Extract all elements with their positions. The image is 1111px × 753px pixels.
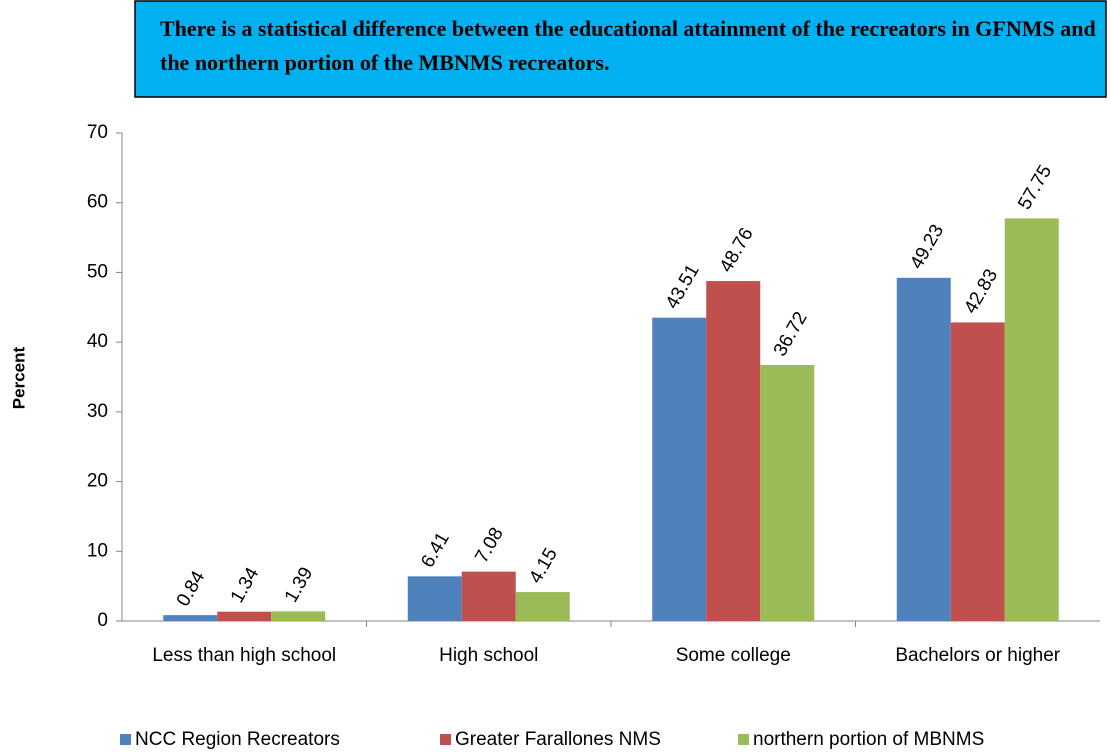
bar xyxy=(706,281,761,621)
legend-label: NCC Region Recreators xyxy=(135,729,340,750)
y-tick-label: 40 xyxy=(87,331,108,352)
annotation: There is a statistical difference betwee… xyxy=(160,16,1096,75)
x-tick-label: Less than high school xyxy=(152,645,336,666)
y-tick-label: 60 xyxy=(87,192,108,213)
data-label: 0.84 xyxy=(173,567,210,610)
y-tick-label: 20 xyxy=(87,471,108,492)
legend-swatch xyxy=(738,734,749,745)
bar xyxy=(217,611,272,621)
y-tick-label: 70 xyxy=(87,122,108,143)
bar xyxy=(652,317,707,621)
legend-swatch xyxy=(120,734,131,745)
bar xyxy=(271,611,326,621)
legend-label: Greater Farallones NMS xyxy=(455,729,661,750)
legend-swatch xyxy=(440,734,451,745)
bar xyxy=(760,365,815,621)
bar xyxy=(950,322,1005,621)
data-label: 57.75 xyxy=(1014,162,1056,214)
data-label: 6.41 xyxy=(417,529,454,572)
y-axis-label: Percent xyxy=(9,346,28,409)
annotation-box xyxy=(134,0,1107,98)
bar xyxy=(896,277,951,621)
data-label: 43.51 xyxy=(662,261,704,313)
legend-label: northern portion of MBNMS xyxy=(753,729,984,750)
y-tick-label: 50 xyxy=(87,261,108,282)
data-label: 4.15 xyxy=(525,545,562,588)
data-label: 36.72 xyxy=(770,308,812,360)
x-tick-label: Some college xyxy=(676,645,791,666)
x-tick-label: Bachelors or higher xyxy=(895,645,1060,666)
data-label: 7.08 xyxy=(471,524,508,567)
bar xyxy=(163,615,218,621)
bar xyxy=(1004,218,1059,621)
y-tick-label: 10 xyxy=(87,540,108,561)
data-label: 49.23 xyxy=(906,221,948,273)
y-tick-label: 0 xyxy=(97,610,108,631)
bar xyxy=(461,571,516,621)
data-label: 42.83 xyxy=(960,266,1002,318)
bar xyxy=(407,576,462,621)
y-tick-label: 30 xyxy=(87,401,108,422)
data-label: 48.76 xyxy=(716,224,758,276)
data-label: 1.34 xyxy=(227,564,264,607)
annotation-wrap: There is a statistical difference betwee… xyxy=(160,16,1096,75)
x-tick-label: High school xyxy=(439,645,538,666)
bar xyxy=(515,592,570,621)
data-label: 1.39 xyxy=(281,564,318,607)
